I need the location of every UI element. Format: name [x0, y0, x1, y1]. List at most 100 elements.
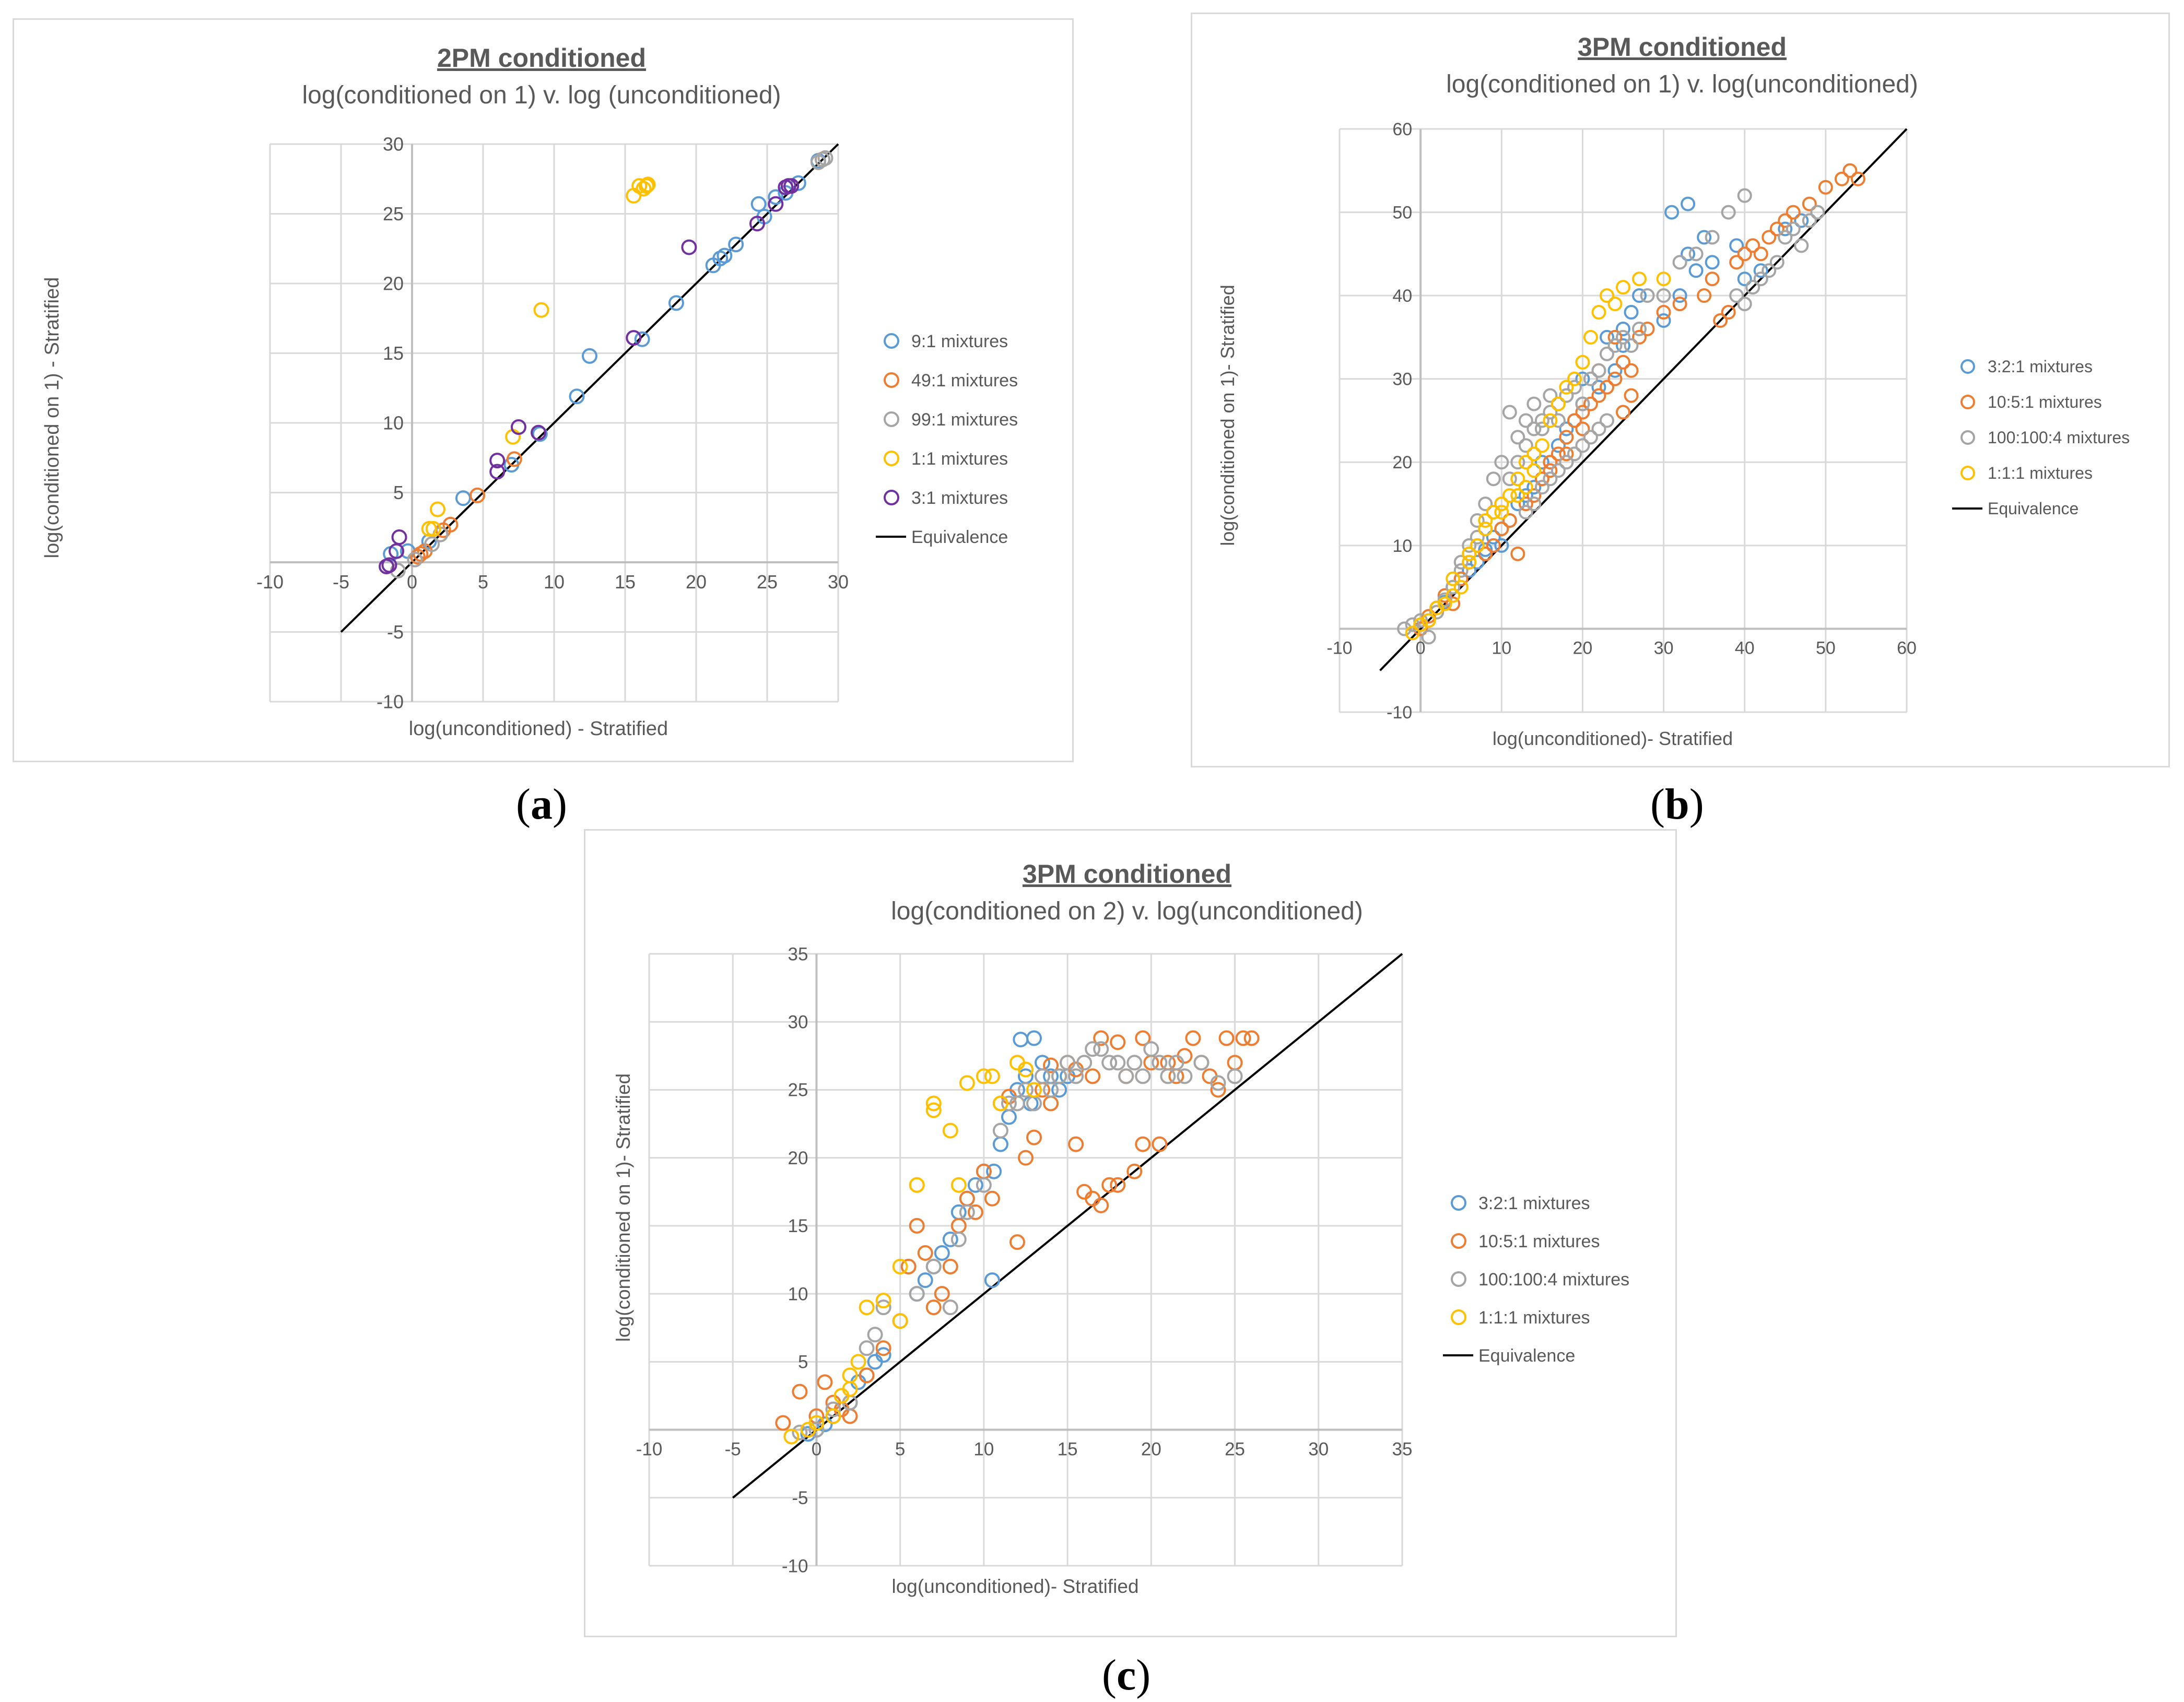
scatter-point-orange — [934, 1286, 950, 1302]
scatter-point-yellow — [1527, 446, 1542, 462]
chart-b-layer: 3PM conditioned log(conditioned on 1) v. … — [1217, 32, 2130, 749]
scatter-point-yellow — [1591, 305, 1606, 320]
scatter-point-gray — [1656, 288, 1671, 303]
scatter-point-orange — [1745, 238, 1760, 253]
scatter-point-purple — [381, 557, 397, 573]
scatter-point-blue — [1551, 438, 1566, 453]
scatter-point-yellow — [1478, 521, 1493, 536]
scatter-point-orange — [1494, 521, 1509, 536]
scatter-point-blue — [800, 1426, 816, 1442]
scatter-point-yellow — [1527, 463, 1542, 478]
scatter-point-orange — [1559, 430, 1574, 445]
chart-subtitle: log(conditioned on 1) v. log(uncondition… — [1446, 70, 1918, 98]
x-tick-label: 40 — [1735, 638, 1755, 658]
x-tick-label: 30 — [1654, 638, 1674, 658]
scatter-point-gray — [1518, 413, 1533, 428]
scatter-point-blue — [875, 1347, 891, 1363]
chart-title: 2PM conditioned — [437, 43, 646, 73]
scatter-point-orange — [1575, 405, 1590, 420]
scatter-point-orange — [909, 1218, 925, 1234]
scatter-point-gray — [1534, 480, 1549, 495]
scatter-point-gray — [1551, 463, 1566, 478]
x-axis-label: log(unconditioned)- Stratified — [1493, 728, 1733, 749]
scatter-point-gray — [1737, 297, 1752, 312]
scatter-point-yellow — [1446, 588, 1461, 603]
scatter-point-gray — [1616, 329, 1630, 345]
scatter-point-gray — [1559, 388, 1574, 403]
scatter-point-blue — [1486, 529, 1501, 545]
x-tick-label: 0 — [407, 571, 417, 593]
legend-marker — [1451, 1233, 1466, 1249]
scatter-point-blue — [986, 1163, 1002, 1179]
scatter-point-blue — [1527, 480, 1542, 495]
scatter-point-blue — [768, 189, 784, 205]
scatter-point-orange — [1656, 305, 1671, 320]
scatter-point-yellow — [925, 1095, 942, 1112]
scatter-point-purple — [626, 330, 642, 346]
scatter-point-yellow — [636, 181, 652, 197]
x-tick-label: -5 — [333, 571, 349, 593]
scatter-point-orange — [1567, 413, 1582, 428]
scatter-point-gray — [817, 150, 833, 166]
scatter-point-gray — [1035, 1068, 1051, 1084]
legend-marker — [884, 451, 899, 466]
scatter-point-gray — [1672, 255, 1687, 270]
legend-label: 1:1 mixtures — [911, 449, 1008, 469]
scatter-point-purple — [749, 216, 765, 232]
scatter-point-orange — [942, 1259, 958, 1275]
scatter-point-gray — [1502, 471, 1517, 487]
scatter-point-orange — [1018, 1150, 1034, 1166]
scatter-point-blue — [750, 196, 767, 212]
scatter-point-orange — [1413, 621, 1428, 636]
scatter-point-orange — [1559, 446, 1574, 462]
x-tick-label: 10 — [973, 1439, 994, 1460]
legend-marker — [884, 372, 899, 388]
x-tick-label: 60 — [1897, 638, 1917, 658]
scatter-point-yellow — [909, 1177, 925, 1193]
chart-title: 3PM conditioned — [1578, 32, 1787, 62]
scatter-point-yellow — [1616, 280, 1630, 295]
scatter-point-gray — [1152, 1055, 1168, 1071]
legend-label: 100:100:4 mixtures — [1988, 428, 2130, 447]
legend-marker — [1960, 466, 1975, 480]
scatter-point-orange — [1243, 1030, 1260, 1046]
scatter-point-gray — [1478, 497, 1493, 512]
scatter-point-yellow — [984, 1068, 1000, 1084]
scatter-point-orange — [1101, 1177, 1118, 1193]
scatter-point-gray — [808, 1422, 825, 1438]
scatter-point-orange — [1624, 363, 1639, 378]
scatter-point-gray — [1051, 1068, 1067, 1084]
x-tick-label: 0 — [812, 1439, 821, 1460]
scatter-point-yellow — [992, 1095, 1008, 1112]
scatter-point-gray — [1453, 554, 1469, 570]
scatter-point-orange — [1575, 421, 1590, 436]
scatter-point-orange — [1527, 488, 1542, 503]
legend-label: 9:1 mixtures — [911, 332, 1008, 351]
legend-label-equivalence: Equivalence — [911, 527, 1008, 547]
scatter-point-blue — [1672, 288, 1687, 303]
legend-label-equivalence: Equivalence — [1478, 1346, 1575, 1366]
y-tick-label: -10 — [782, 1556, 808, 1576]
scatter-point-orange — [1135, 1136, 1151, 1152]
scatter-point-gray — [1786, 221, 1801, 237]
x-tick-label: 10 — [544, 571, 565, 593]
equivalence-line — [340, 143, 839, 633]
x-tick-label: 10 — [1492, 638, 1511, 658]
scatter-point-gray — [1769, 255, 1784, 270]
scatter-point-gray — [1502, 405, 1517, 420]
scatter-point-gray — [875, 1299, 891, 1316]
scatter-point-gray — [1421, 630, 1436, 645]
scatter-point-gray — [1543, 405, 1558, 420]
y-tick-label: 25 — [788, 1080, 808, 1101]
scatter-point-blue — [1518, 488, 1533, 503]
scatter-point-orange — [1135, 1030, 1151, 1046]
scatter-point-blue — [1616, 338, 1630, 353]
scatter-point-gray — [992, 1122, 1008, 1139]
scatter-point-blue — [1705, 255, 1720, 270]
scatter-point-gray — [867, 1327, 883, 1343]
scatter-point-orange — [1737, 246, 1752, 262]
scatter-point-gray — [1778, 230, 1793, 245]
scatter-point-blue — [917, 1272, 933, 1289]
scatter-point-gray — [942, 1299, 958, 1316]
y-tick-label: 30 — [788, 1012, 808, 1032]
